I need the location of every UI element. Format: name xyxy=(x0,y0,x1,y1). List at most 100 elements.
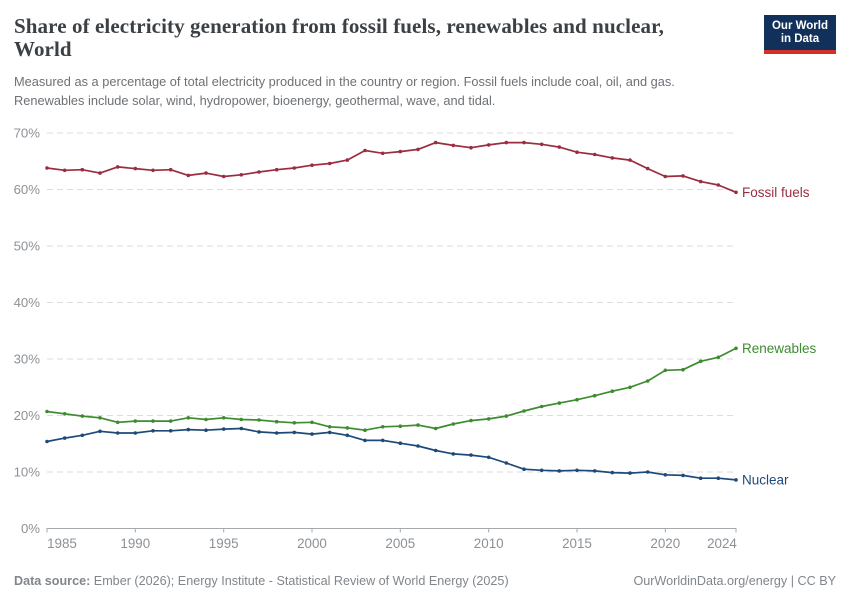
y-tick-label: 20% xyxy=(14,408,41,423)
x-tick-label: 1990 xyxy=(120,536,150,551)
data-point xyxy=(628,158,632,162)
data-point xyxy=(345,426,350,430)
data-point xyxy=(62,412,67,416)
owid-logo-line-2: in Data xyxy=(780,33,820,45)
data-source: Data source: Ember (2026); Energy Instit… xyxy=(14,574,509,589)
data-point xyxy=(186,427,191,432)
data-point xyxy=(557,469,562,473)
data-point xyxy=(398,424,403,429)
data-point xyxy=(151,429,155,433)
fossil-fuels-line xyxy=(46,141,737,194)
data-point xyxy=(433,448,438,453)
data-point xyxy=(257,430,261,434)
data-point xyxy=(698,179,703,184)
fossil-fuels-series: Fossil fuels xyxy=(45,140,810,200)
data-point xyxy=(239,417,244,422)
data-point xyxy=(469,418,473,423)
data-point xyxy=(416,147,420,152)
data-point xyxy=(274,419,279,424)
data-point xyxy=(168,167,173,172)
data-point xyxy=(221,416,226,420)
data-point xyxy=(310,163,314,167)
data-point xyxy=(380,438,385,443)
data-point xyxy=(221,427,226,431)
data-point xyxy=(610,156,615,160)
data-point xyxy=(592,393,597,398)
x-tick-label: 2005 xyxy=(385,536,415,551)
data-point xyxy=(575,468,579,473)
data-point xyxy=(98,416,102,420)
data-point xyxy=(698,359,703,364)
page-title-line-1: Share of electricity generation from fos… xyxy=(14,14,664,38)
title-block: Share of electricity generation from fos… xyxy=(14,15,675,110)
data-point xyxy=(433,426,438,431)
data-point xyxy=(292,430,297,435)
data-point xyxy=(522,409,526,413)
data-point xyxy=(310,420,314,425)
data-point xyxy=(645,470,650,474)
data-point xyxy=(681,174,685,178)
owid-logo: Our World in Data xyxy=(763,15,836,54)
data-point xyxy=(310,432,314,436)
data-point xyxy=(716,183,721,187)
data-point xyxy=(416,444,420,448)
page-title: Share of electricity generation from fos… xyxy=(14,15,675,61)
data-point xyxy=(557,401,562,405)
data-point xyxy=(345,433,350,438)
data-point xyxy=(681,367,685,372)
data-point xyxy=(522,467,526,472)
data-point xyxy=(168,419,173,423)
data-point xyxy=(115,420,120,425)
y-tick-label: 0% xyxy=(21,521,40,536)
data-point xyxy=(98,171,102,175)
page-subtitle: Measured as a percentage of total electr… xyxy=(14,72,675,110)
data-point xyxy=(45,409,49,414)
data-point xyxy=(115,431,120,435)
data-point xyxy=(133,419,138,423)
data-point xyxy=(345,158,350,162)
data-point xyxy=(257,418,261,422)
data-point xyxy=(204,417,208,422)
data-point xyxy=(363,438,367,443)
data-point xyxy=(734,478,738,482)
fossil-fuels-label: Fossil fuels xyxy=(742,185,810,200)
nuclear-label: Nuclear xyxy=(742,473,789,488)
renewables-label: Renewables xyxy=(742,341,817,356)
x-tick-label: 2024 xyxy=(707,536,737,551)
data-point xyxy=(663,174,668,179)
data-point xyxy=(151,168,155,173)
data-point xyxy=(645,379,650,383)
data-point xyxy=(433,140,438,145)
data-point xyxy=(292,421,297,425)
data-point xyxy=(504,140,509,145)
y-tick-label: 70% xyxy=(14,126,41,141)
data-point xyxy=(734,346,738,351)
data-point xyxy=(398,149,403,154)
data-point xyxy=(45,166,49,170)
data-point xyxy=(592,469,597,473)
data-point xyxy=(115,165,120,169)
data-point xyxy=(221,174,226,179)
x-tick-label: 2015 xyxy=(562,536,592,551)
data-point xyxy=(62,168,67,173)
data-point xyxy=(663,368,668,373)
data-point xyxy=(610,470,615,475)
data-point xyxy=(363,428,367,433)
chart-footer: Data source: Ember (2026); Energy Instit… xyxy=(14,574,836,589)
data-point xyxy=(698,476,703,481)
data-point xyxy=(681,473,685,478)
data-point xyxy=(486,143,491,147)
data-point xyxy=(380,425,385,429)
y-tick-label: 30% xyxy=(14,352,41,367)
data-point xyxy=(292,166,297,170)
data-point xyxy=(327,425,332,429)
data-point xyxy=(398,441,403,446)
data-point xyxy=(168,429,173,433)
data-point xyxy=(45,439,49,444)
data-point xyxy=(486,417,491,421)
data-point xyxy=(80,167,85,172)
x-axis: 1985 1990 1995 2000 2005 2010 2015 2020 2024 xyxy=(46,528,737,551)
data-point xyxy=(575,397,579,402)
data-point xyxy=(539,142,544,147)
